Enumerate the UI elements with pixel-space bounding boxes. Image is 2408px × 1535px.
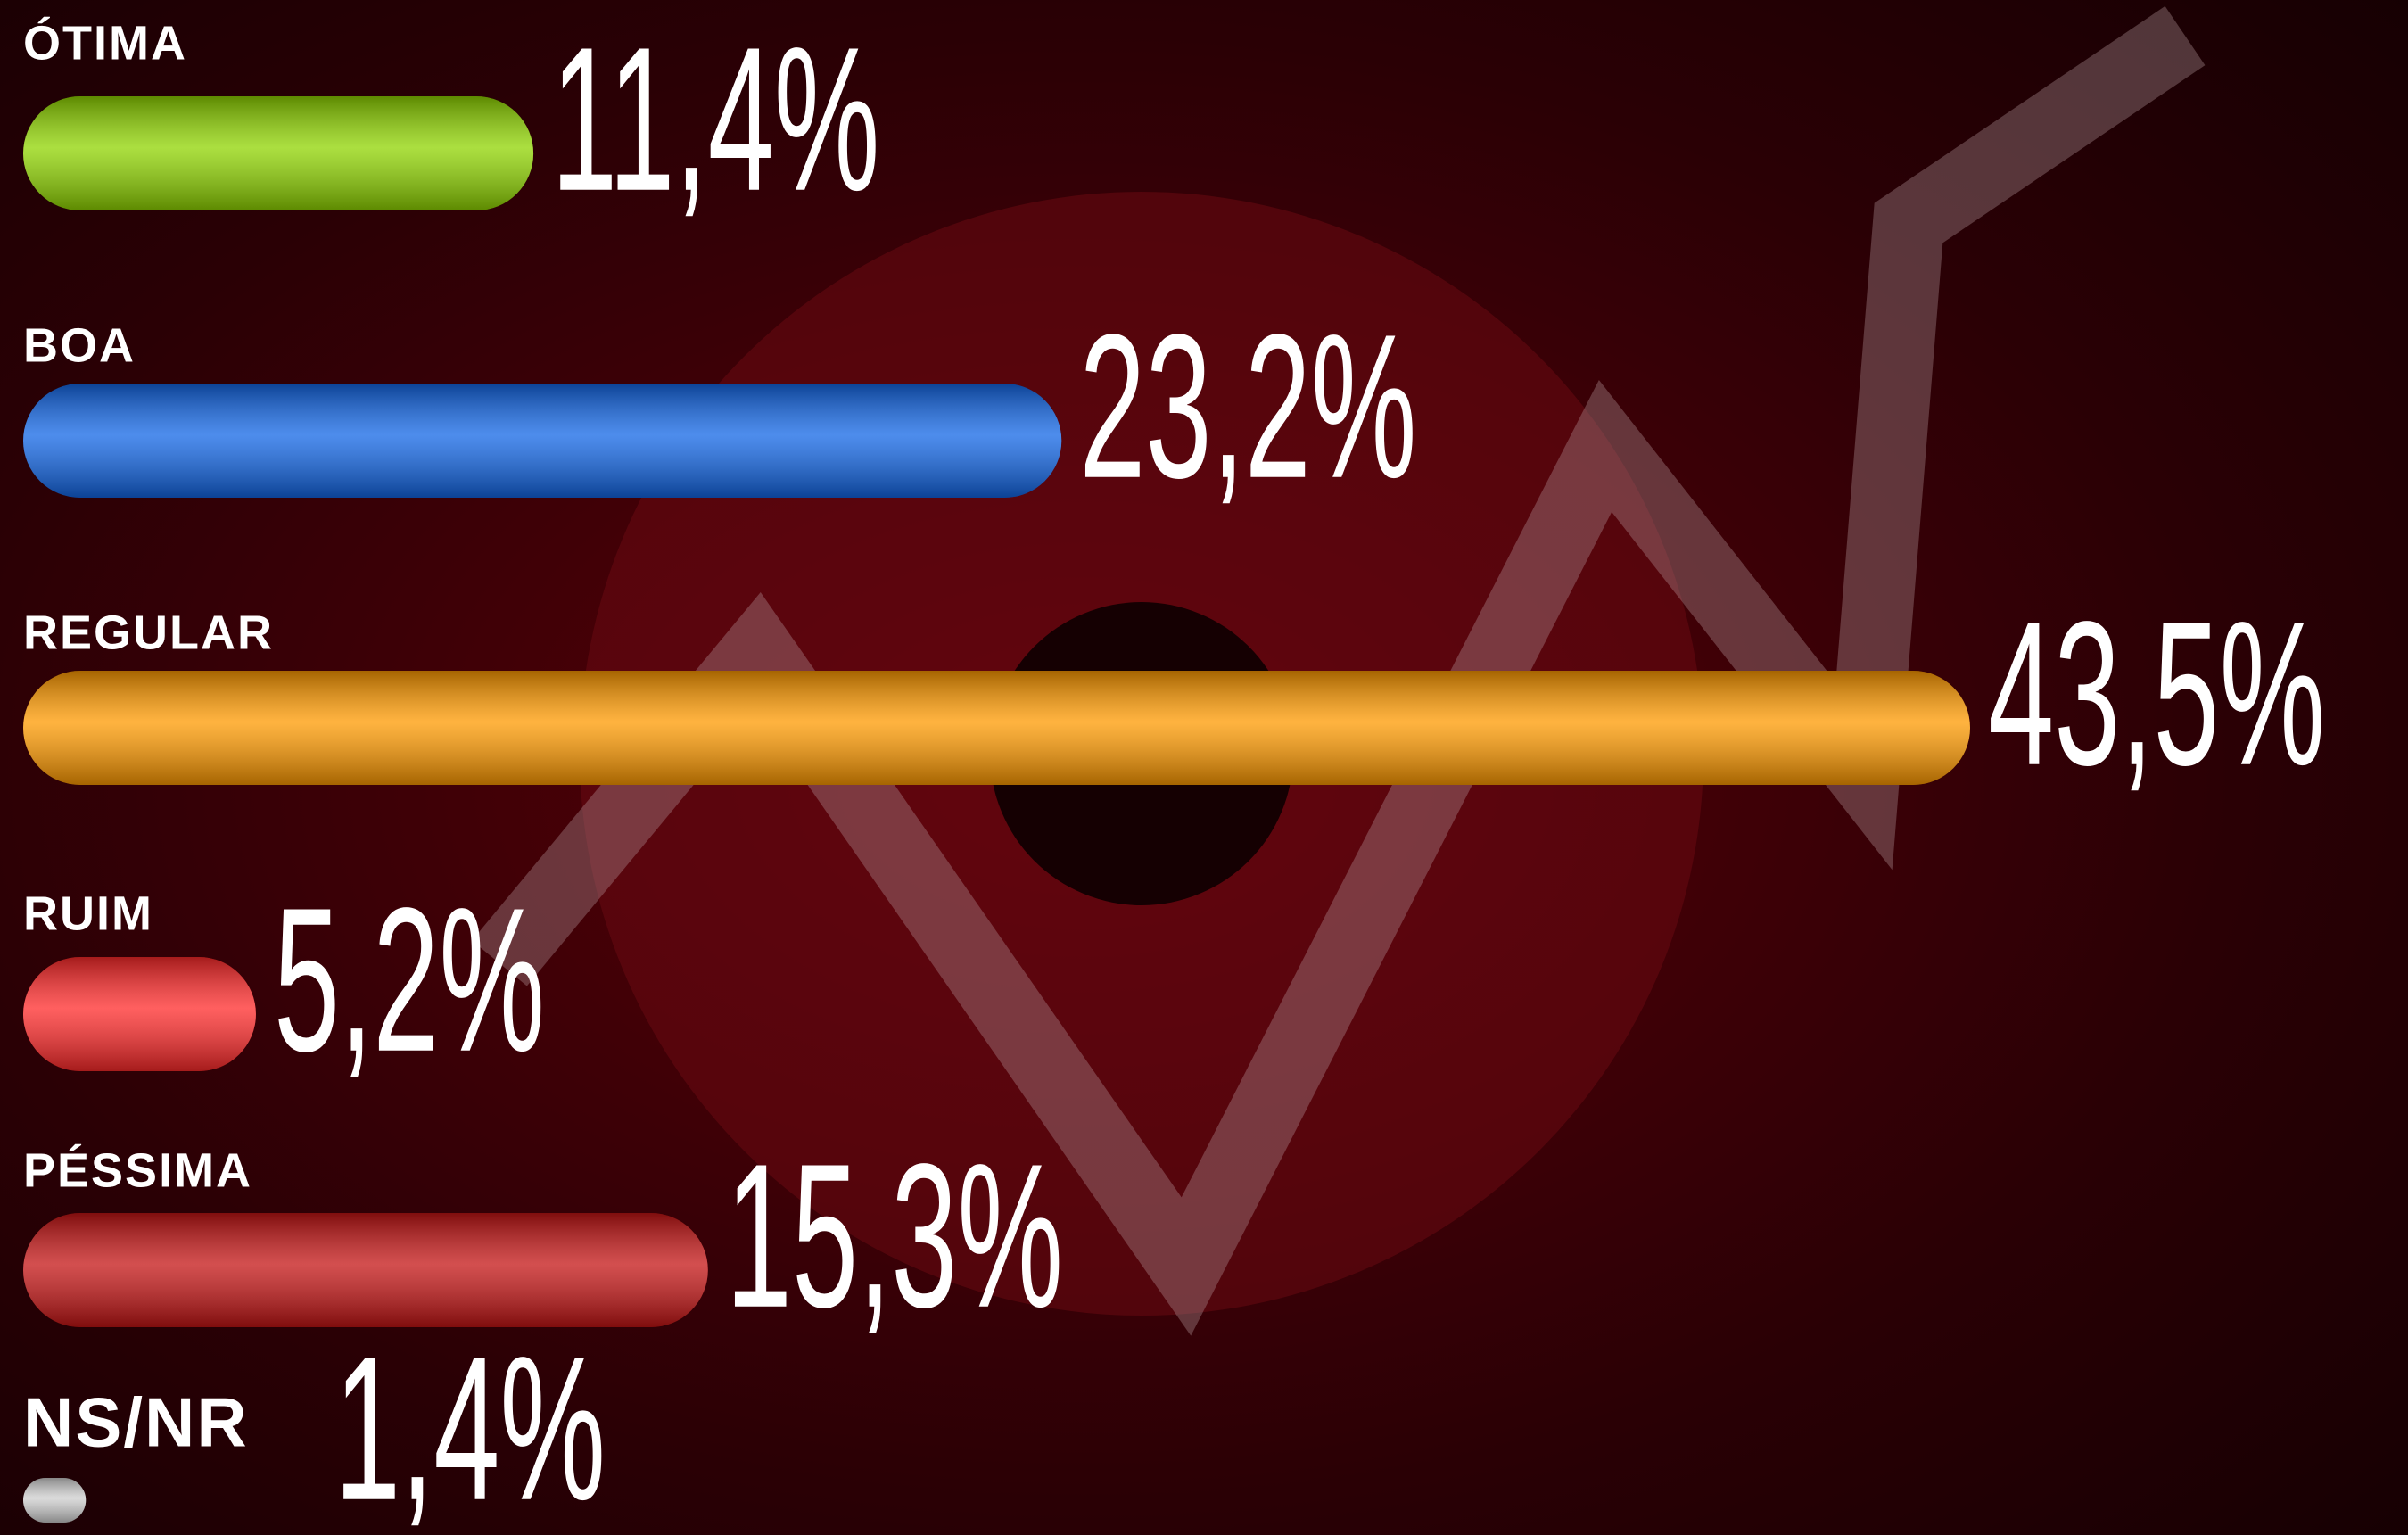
value-label: 23,2% [1079, 292, 1416, 521]
value-label: 15,3% [726, 1121, 1063, 1350]
bar-shine [23, 1213, 708, 1327]
bar-shine [23, 957, 256, 1071]
category-label: RUIM [23, 887, 153, 940]
value-label: 43,5% [1988, 579, 2325, 808]
category-label: ÓTIMA [23, 16, 187, 70]
bar-shine [23, 1478, 87, 1523]
decor-arrow [472, 5, 2206, 1336]
category-label: NS/NR [23, 1383, 249, 1462]
value-label: 5,2% [274, 865, 545, 1094]
bar-shine [23, 671, 1970, 785]
category-label: BOA [23, 318, 136, 372]
value-label: 1,4% [334, 1314, 606, 1535]
category-label: PÉSSIMA [23, 1143, 252, 1197]
bar-shine [23, 384, 1062, 498]
category-label: REGULAR [23, 606, 274, 659]
plot: ÓTIMA 11,4% BOA 23,2% REGULAR 43,5% RUIM 5,2% PÉ… [23, 4, 2325, 1535]
bar-shine [23, 96, 534, 210]
value-label: 11,4% [551, 4, 879, 234]
